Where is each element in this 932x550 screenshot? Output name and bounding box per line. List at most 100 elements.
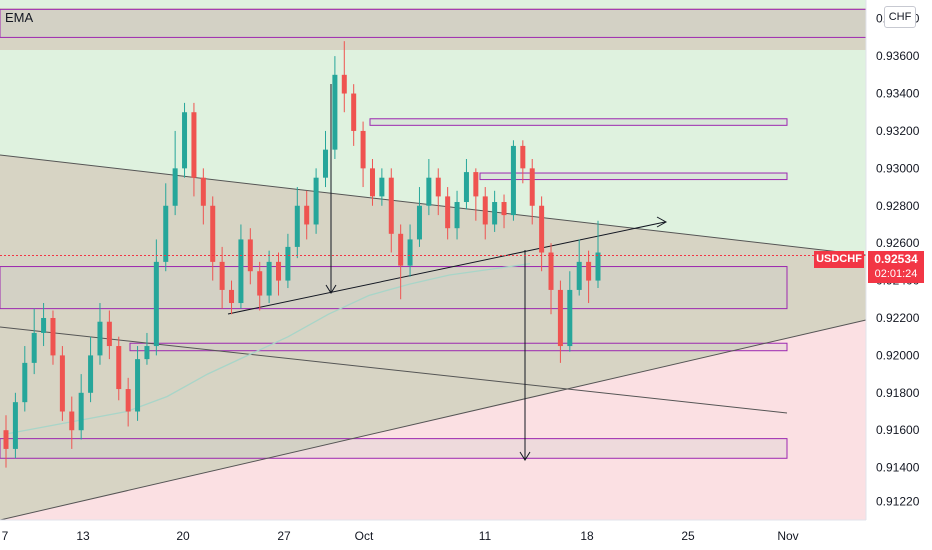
price-tick-label: 0.93400 [876, 87, 920, 101]
zone-box [0, 266, 788, 310]
candle [416, 187, 422, 247]
candle [172, 130, 178, 216]
candle [97, 303, 103, 365]
zone-box [129, 342, 788, 352]
candle [482, 187, 488, 240]
candle [332, 56, 338, 159]
trendline [0, 319, 867, 521]
candle [200, 168, 206, 225]
candle [229, 280, 235, 315]
candle [576, 239, 582, 296]
currency-badge[interactable]: CHF [884, 6, 916, 28]
candle [3, 415, 9, 468]
projection-arrow [519, 250, 531, 461]
candle [454, 190, 460, 240]
price-tick-label: 0.92600 [876, 236, 920, 250]
candle [69, 396, 75, 449]
last-price-tag: 0.92534 02:01:24 [868, 251, 924, 283]
candle [539, 196, 545, 272]
support-resistance-boxes [0, 8, 867, 459]
time-tick-label: 11 [479, 529, 492, 543]
candle [529, 158, 535, 225]
projection-arrows [325, 84, 531, 461]
zone-box [479, 172, 788, 181]
candle [520, 140, 526, 184]
candle [106, 310, 112, 360]
candle [595, 220, 601, 289]
candle [304, 190, 310, 240]
price-tick-label: 0.91600 [876, 423, 920, 437]
candle [313, 168, 319, 234]
candle [88, 336, 94, 403]
candle [41, 303, 47, 347]
candle [398, 224, 404, 300]
triangle-zone [0, 155, 866, 520]
candle [210, 196, 216, 281]
candle [266, 250, 272, 304]
candle [257, 261, 263, 311]
trendline [227, 221, 666, 315]
candle [116, 336, 122, 401]
candle [435, 168, 441, 216]
candle [219, 246, 225, 309]
candlesticks [3, 41, 601, 468]
time-tick-label: Oct [355, 529, 374, 543]
candle [322, 130, 328, 188]
last-price-value: 0.92534 [874, 252, 918, 266]
candle [285, 233, 291, 289]
time-tick-label: 7 [2, 529, 9, 543]
top-band [0, 8, 866, 50]
candle [31, 308, 37, 375]
candle [473, 168, 479, 221]
time-tick-label: 27 [277, 529, 291, 543]
trendline-arrowhead [656, 216, 668, 228]
candle [125, 377, 131, 427]
price-tick-label: 0.93000 [876, 161, 920, 175]
candle [379, 168, 385, 206]
projection-arrow [325, 84, 337, 294]
candle [22, 346, 28, 412]
candle [135, 346, 141, 421]
candle [388, 168, 394, 253]
candle [548, 243, 554, 315]
candle [59, 346, 65, 421]
candle [341, 41, 347, 113]
indicator-label[interactable]: EMA [5, 10, 34, 25]
price-tick-label: 0.92000 [876, 348, 920, 362]
bar-countdown: 02:01:24 [874, 268, 918, 280]
candle [50, 310, 56, 365]
time-axis[interactable]: 7 13 20 27 Oct 11 18 25 Nov [2, 529, 799, 543]
candle [163, 183, 169, 272]
trendline [0, 154, 867, 256]
price-tick-label: 0.93600 [876, 49, 920, 63]
zone-box [369, 118, 788, 126]
time-tick-label: 25 [681, 529, 695, 543]
time-tick-label: 18 [580, 529, 594, 543]
price-tick-label: 0.91800 [876, 386, 920, 400]
candle [360, 121, 366, 188]
price-tick-label: 0.91400 [876, 461, 920, 475]
time-tick-label: 20 [176, 529, 190, 543]
candle [463, 158, 469, 210]
candle [369, 158, 375, 206]
candle [78, 374, 84, 440]
zone-box [0, 438, 788, 459]
candle [247, 228, 253, 285]
time-tick-label: 13 [76, 529, 90, 543]
time-tick-label: Nov [777, 529, 798, 543]
candle [426, 158, 432, 216]
candle [492, 190, 498, 232]
candle [182, 102, 188, 178]
candle [586, 250, 592, 304]
candle [153, 239, 159, 356]
candle [276, 252, 282, 296]
zone-box [0, 8, 867, 38]
ema-line [5, 263, 531, 435]
candle [294, 187, 300, 259]
symbol-tag: USDCHF [814, 251, 864, 268]
trendline [0, 326, 788, 414]
trendlines [0, 154, 867, 521]
candle [557, 280, 563, 363]
candle [191, 102, 197, 197]
